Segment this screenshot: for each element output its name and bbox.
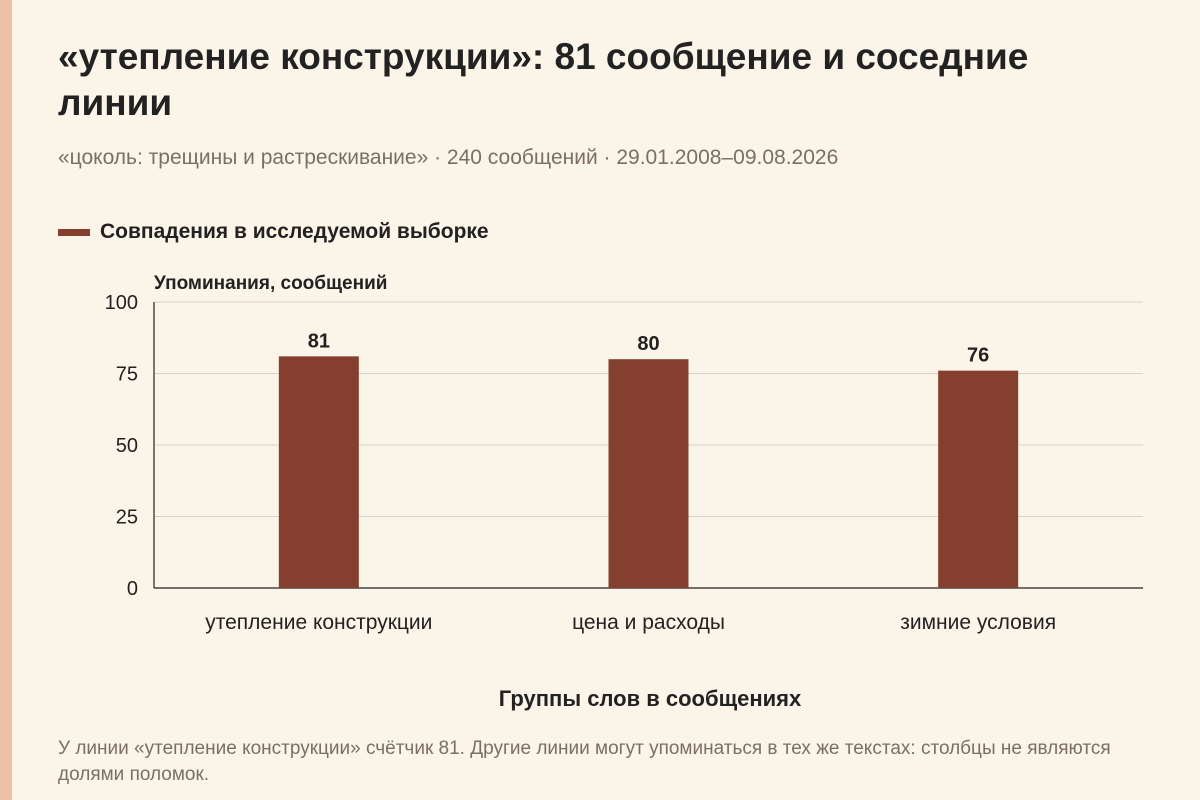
legend: Совпадения в исследуемой выборке xyxy=(58,220,489,244)
bar-value-label: 81 xyxy=(308,330,330,352)
y-axis-label: Упоминания, сообщений xyxy=(154,273,388,294)
x-tick-label: зимние условия xyxy=(900,611,1056,634)
chart-subtitle: «цоколь: трещины и растрескивание» · 240… xyxy=(58,146,839,169)
accent-strip xyxy=(0,0,12,800)
y-tick-label: 75 xyxy=(116,364,138,386)
x-tick-label: утепление конструкции xyxy=(205,611,432,634)
y-tick-label: 0 xyxy=(127,578,138,600)
legend-swatch xyxy=(58,228,90,236)
y-tick-label: 100 xyxy=(105,292,138,314)
bar-value-label: 76 xyxy=(967,345,989,367)
y-tick-label: 50 xyxy=(116,435,138,457)
x-axis-label: Группы слов в сообщениях xyxy=(498,686,802,711)
footnote: У линии «утепление конструкции» счётчик … xyxy=(58,738,1111,785)
chart-title: «утепление конструкции»: 81 сообщение и … xyxy=(58,36,1029,123)
legend-label: Совпадения в исследуемой выборке xyxy=(100,220,489,243)
y-tick-label: 25 xyxy=(116,507,138,529)
bar xyxy=(608,359,689,588)
x-tick-label: цена и расходы xyxy=(572,611,725,634)
bar xyxy=(278,356,359,588)
bar xyxy=(938,370,1019,588)
bar-value-label: 80 xyxy=(637,333,659,355)
